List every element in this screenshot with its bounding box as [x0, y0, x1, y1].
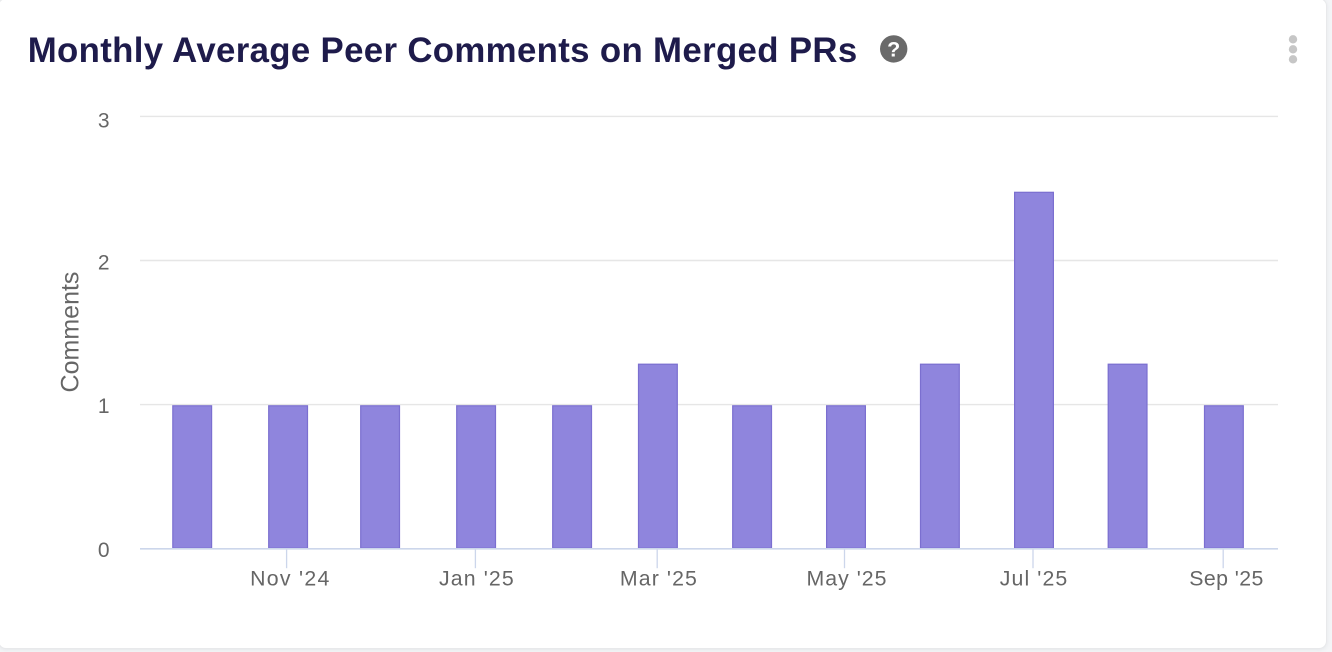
- svg-text:Comments: Comments: [57, 272, 85, 393]
- svg-text:Mar '25: Mar '25: [620, 567, 697, 591]
- svg-text:1: 1: [98, 395, 110, 418]
- svg-text:Jul '25: Jul '25: [1000, 567, 1068, 591]
- svg-text:May '25: May '25: [807, 567, 887, 591]
- svg-text:Sep '25: Sep '25: [1189, 567, 1263, 591]
- svg-text:Monthly Average Peer Comments: Monthly Average Peer Comments on Merged …: [28, 31, 858, 70]
- svg-text:Jan '25: Jan '25: [439, 567, 514, 591]
- svg-text:Nov '24: Nov '24: [250, 567, 329, 591]
- svg-text:3: 3: [98, 109, 110, 132]
- svg-text:2: 2: [98, 252, 110, 275]
- svg-text:0: 0: [98, 539, 110, 562]
- svg-text:?: ?: [887, 37, 900, 61]
